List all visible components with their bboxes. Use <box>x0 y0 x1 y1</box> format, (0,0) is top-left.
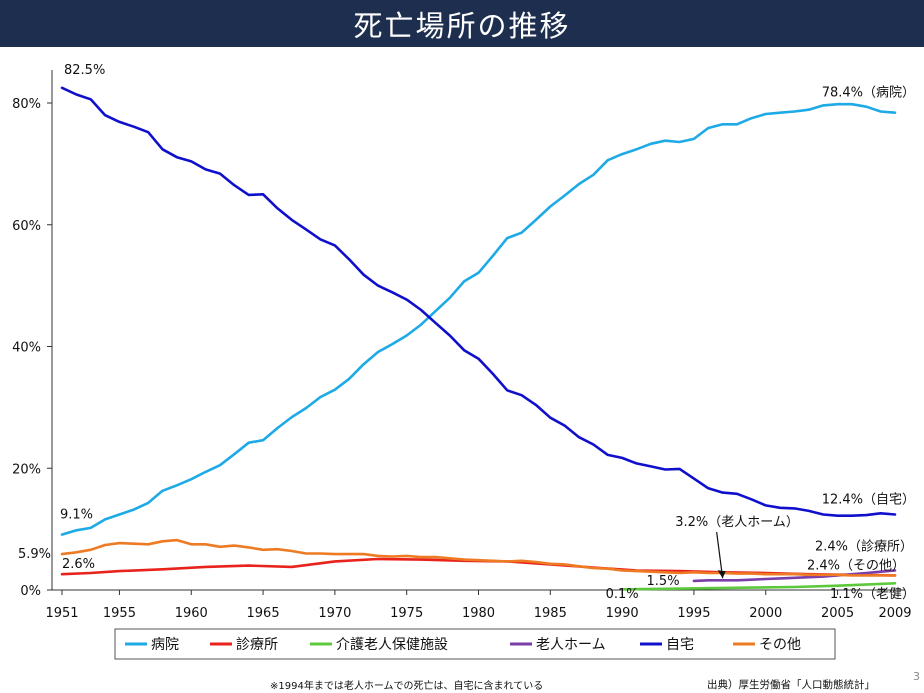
legend-label: 介護老人保健施設 <box>336 637 448 653</box>
y-tick-label: 60% <box>12 219 41 234</box>
data-label: 0.1% <box>606 587 639 602</box>
series-line-介護老人保健施設 <box>620 581 897 591</box>
x-tick-label: 1955 <box>103 606 136 621</box>
data-label: 9.1% <box>60 508 93 523</box>
legend-label: その他 <box>759 637 801 653</box>
x-tick-label: 1995 <box>677 606 710 621</box>
y-tick-label: 80% <box>12 97 41 112</box>
y-tick-label: 20% <box>12 462 41 477</box>
legend-label: 診療所 <box>236 636 278 653</box>
annotation-arrow <box>716 532 724 579</box>
x-tick-label: 1970 <box>318 606 351 621</box>
x-tick-label: 1965 <box>247 606 280 621</box>
data-label: 78.4%（病院） <box>822 86 915 101</box>
data-label: 3.2%（老人ホーム） <box>675 515 799 530</box>
x-tick-label: 2009 <box>878 606 911 621</box>
y-tick-label: 40% <box>12 341 41 356</box>
x-tick-label: 2000 <box>749 606 782 621</box>
legend-label: 病院 <box>151 637 179 653</box>
title-bar: 死亡場所の推移 <box>0 0 924 47</box>
x-tick-label: 1951 <box>45 606 78 621</box>
legend-label: 老人ホーム <box>536 637 606 653</box>
x-tick-label: 1990 <box>606 606 639 621</box>
data-label: 5.9% <box>18 547 51 562</box>
y-tick-label: 0% <box>20 584 41 599</box>
annotation-arrowhead <box>717 570 726 579</box>
series-line-自宅 <box>60 86 897 518</box>
series-line-病院 <box>60 102 897 536</box>
x-tick-label: 2005 <box>821 606 854 621</box>
data-label: 1.1%（老健） <box>830 587 915 602</box>
page-title: 死亡場所の推移 <box>353 8 571 43</box>
x-tick-label: 1985 <box>534 606 567 621</box>
legend <box>114 628 836 660</box>
series-line-その他 <box>60 538 897 577</box>
x-tick-label: 1960 <box>175 606 208 621</box>
legend-label: 自宅 <box>666 637 694 653</box>
source-note: 出典）厚生労働省「人口動態統計」 <box>707 679 875 691</box>
data-label: 82.5% <box>64 63 105 78</box>
footnote: ※1994年までは老人ホームでの死亡は、自宅に含まれている <box>270 681 544 692</box>
page-number: 3 <box>913 670 920 683</box>
data-label: 12.4%（自宅） <box>822 493 915 508</box>
x-tick-label: 1980 <box>462 606 495 621</box>
x-tick-label: 1975 <box>390 606 423 621</box>
data-label: 2.4%（診療所） <box>815 538 913 554</box>
data-label: 1.5% <box>647 574 680 589</box>
series-line-老人ホーム <box>692 569 897 583</box>
data-label: 2.6% <box>62 557 95 572</box>
data-label: 2.4%（その他） <box>807 558 905 573</box>
